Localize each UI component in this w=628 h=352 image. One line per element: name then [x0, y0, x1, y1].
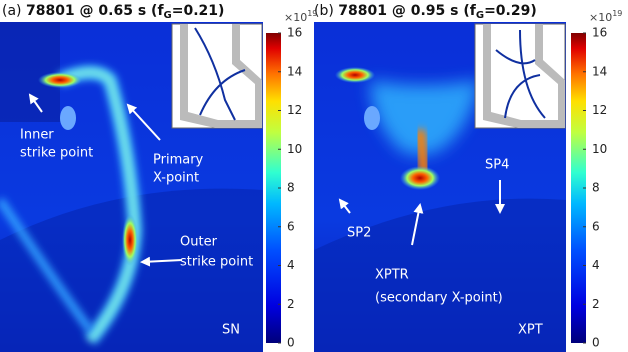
panel-title: (b) 78801 @ 0.95 s (fG=0.29) [314, 3, 537, 21]
panel-label: (a) [2, 3, 22, 19]
tick-label: 10 [592, 142, 607, 156]
tick-label: 4 [592, 258, 600, 272]
annotation: SP2 [347, 226, 371, 241]
scale-exponent: 19 [307, 9, 317, 18]
annotation: XPT [518, 323, 543, 338]
colorbar-scale: ×1019 [284, 9, 317, 25]
title-text: 78801 @ 0.95 s (f [338, 3, 476, 19]
tick-label: 0 [287, 336, 295, 350]
tick-label: 6 [592, 219, 600, 233]
scale-base: ×10 [589, 11, 612, 24]
tick-label: 14 [592, 64, 607, 78]
inset-b [475, 24, 565, 128]
annotation: strike point [20, 146, 93, 161]
tick-label: 14 [287, 64, 302, 78]
tick-label: 16 [592, 26, 607, 40]
tick-label: 2 [287, 297, 295, 311]
panel-title: (a) 78801 @ 0.65 s (fG=0.21) [2, 3, 224, 21]
tick-label: 10 [287, 142, 302, 156]
annotation: XPTR [375, 268, 409, 283]
colorbar-scale: ×1019 [589, 9, 622, 25]
tick-label: 4 [287, 258, 295, 272]
tick-label: 0 [592, 336, 600, 350]
annotation: Inner [20, 128, 54, 143]
tick-label: 8 [287, 181, 295, 195]
annotation: Primary [153, 153, 204, 168]
title-sub: G [476, 10, 484, 21]
annotation: SN [222, 323, 240, 338]
title-text: 78801 @ 0.65 s (f [26, 3, 164, 19]
figure: (a) 78801 @ 0.65 s (fG=0.21) (b) 78801 @… [0, 0, 628, 352]
annotation: Outer [180, 235, 218, 250]
tick-label: 6 [287, 219, 295, 233]
tick-label: 8 [592, 181, 600, 195]
tick-label: 12 [287, 103, 302, 117]
title-end: =0.21) [172, 3, 225, 19]
title-end: =0.29) [484, 3, 537, 19]
tick-label: 2 [592, 297, 600, 311]
annotation: SP4 [485, 158, 509, 173]
title-sub: G [164, 10, 172, 21]
scale-exponent: 19 [612, 9, 622, 18]
scale-base: ×10 [284, 11, 307, 24]
tick-label: 12 [592, 103, 607, 117]
inset-a [172, 24, 262, 128]
tick-label: 16 [287, 26, 302, 40]
annotation: (secondary X-point) [375, 291, 503, 306]
annotation: X-point [153, 171, 199, 186]
annotation: strike point [180, 255, 253, 270]
